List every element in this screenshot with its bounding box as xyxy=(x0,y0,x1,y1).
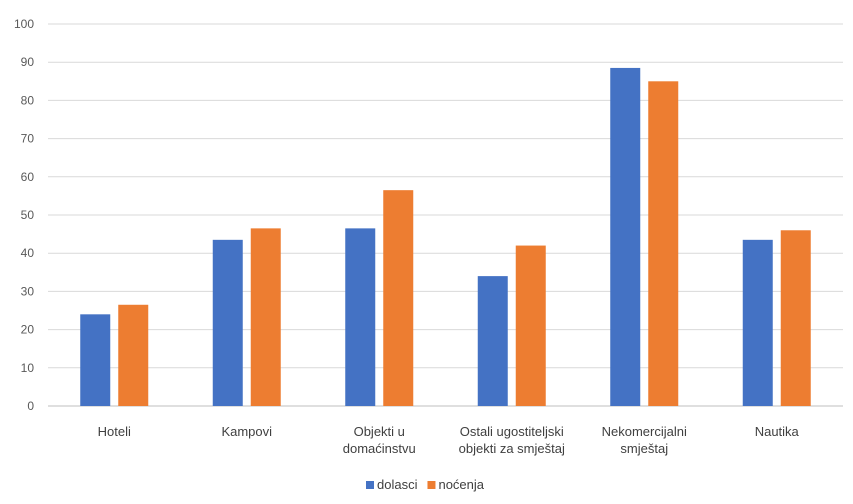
bars-layer xyxy=(80,67,811,407)
y-tick-label: 10 xyxy=(21,361,35,375)
bar-noćenja-5 xyxy=(780,230,811,406)
bar-noćenja-4 xyxy=(648,81,679,407)
bar-dolasci-2 xyxy=(345,228,376,406)
legend: dolasci noćenja xyxy=(366,477,485,492)
x-category-label: Nekomercijalni xyxy=(602,424,687,439)
bar-dolasci-1 xyxy=(212,239,243,406)
bar-dolasci-4 xyxy=(610,67,641,407)
y-tick-label: 90 xyxy=(21,55,35,69)
bar-dolasci-3 xyxy=(477,276,508,406)
bar-noćenja-2 xyxy=(383,190,414,406)
y-tick-label: 20 xyxy=(21,323,35,337)
x-category-label: Kampovi xyxy=(221,424,272,439)
x-category-label: objekti za smještaj xyxy=(459,441,565,456)
y-tick-label: 30 xyxy=(21,284,35,298)
x-category-label: Hoteli xyxy=(98,424,131,439)
x-category-label: Ostali ugostiteljski xyxy=(460,424,564,439)
y-axis-ticks: 0 10 20 30 40 50 60 70 80 90 100 xyxy=(14,17,34,413)
bar-dolasci-5 xyxy=(742,239,773,406)
legend-label: noćenja xyxy=(438,477,484,492)
bar-dolasci-0 xyxy=(80,314,111,406)
y-tick-label: 70 xyxy=(21,132,35,146)
y-tick-label: 100 xyxy=(14,17,34,31)
x-category-label: smještaj xyxy=(620,441,668,456)
y-tick-label: 40 xyxy=(21,246,35,260)
x-axis-labels: Hoteli Kampovi Objekti u domaćinstvu Ostali … xyxy=(98,424,800,456)
y-tick-label: 60 xyxy=(21,170,35,184)
y-tick-label: 50 xyxy=(21,208,35,222)
x-category-label: domaćinstvu xyxy=(343,441,416,456)
grid-layer xyxy=(48,23,843,407)
x-category-label: Nautika xyxy=(755,424,800,439)
legend-swatch-noćenja xyxy=(427,481,436,489)
bar-noćenja-1 xyxy=(250,228,281,406)
legend-label: dolasci xyxy=(377,477,418,492)
bar-noćenja-3 xyxy=(515,245,546,406)
x-category-label: Objekti u xyxy=(354,424,405,439)
y-tick-label: 80 xyxy=(21,93,35,107)
bar-noćenja-0 xyxy=(118,304,149,406)
y-tick-label: 0 xyxy=(27,399,34,413)
legend-swatch-dolasci xyxy=(366,481,374,489)
